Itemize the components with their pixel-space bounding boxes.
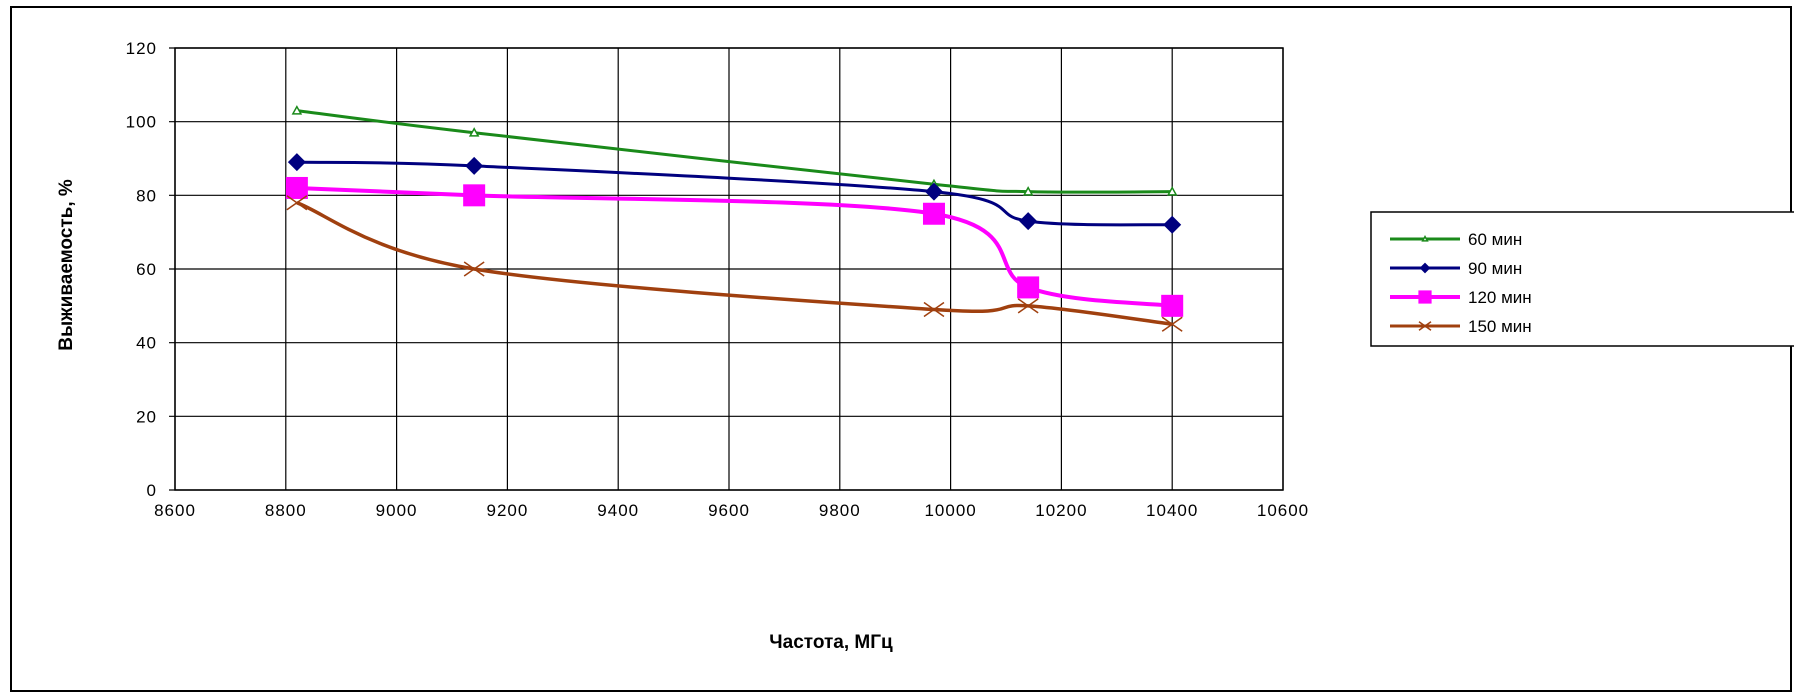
x-tick-label: 8600: [154, 501, 196, 520]
legend-item: 60 мин: [1390, 230, 1522, 249]
legend-item: 90 мин: [1390, 259, 1522, 278]
data-point: [463, 261, 485, 277]
legend-item: 150 мин: [1390, 317, 1532, 336]
chart-frame: [10, 6, 1792, 692]
data-point: [291, 105, 303, 115]
y-axis-title: Выживаемость, %: [56, 179, 77, 351]
x-tick-label: 9200: [486, 501, 528, 520]
data-point: [287, 153, 306, 172]
data-point: [463, 184, 486, 207]
y-tick-label: 120: [126, 39, 157, 58]
data-point: [1163, 215, 1182, 234]
x-tick-label: 9400: [597, 501, 639, 520]
data-point: [1161, 316, 1183, 332]
series-4: [286, 195, 1183, 332]
series-1: [291, 105, 1178, 196]
legend-label: 60 мин: [1468, 230, 1522, 249]
data-point: [1017, 298, 1039, 314]
data-point: [1019, 212, 1038, 231]
x-tick-label: 10000: [924, 501, 976, 520]
data-point: [465, 156, 484, 175]
legend: 60 мин 90 мин 120 мин 150 мин: [1370, 211, 1794, 347]
legend-marker: [1419, 262, 1431, 274]
series-line: [296, 185, 1173, 308]
x-tick-label: 9800: [819, 501, 861, 520]
legend-marker: [1421, 235, 1429, 242]
y-tick-label: 80: [136, 186, 157, 205]
grid: [169, 47, 1284, 491]
legend-label: 120 мин: [1468, 288, 1532, 307]
x-tick-label: 9000: [376, 501, 418, 520]
data-point: [1166, 186, 1178, 196]
legend-label: 90 мин: [1468, 259, 1522, 278]
data-point: [1017, 276, 1040, 299]
data-point: [924, 182, 943, 201]
legend-box: [1370, 211, 1794, 347]
x-tick-label: 10600: [1257, 501, 1309, 520]
x-tick-label: 8800: [265, 501, 307, 520]
data-point: [923, 301, 945, 318]
data-point: [286, 195, 308, 211]
series-line: [296, 160, 1173, 227]
y-tick-label: 40: [136, 334, 157, 353]
legend-item: 120 мин: [1390, 288, 1532, 307]
series-line: [296, 109, 1173, 194]
data-point: [922, 202, 945, 225]
y-tick-label: 60: [136, 260, 157, 279]
series-3: [285, 176, 1184, 317]
y-tick-label: 20: [136, 407, 157, 426]
data-point: [1161, 294, 1184, 317]
x-axis-title: Частота, МГц: [769, 632, 893, 653]
data-point: [1022, 186, 1034, 196]
x-tick-label: 10200: [1035, 501, 1087, 520]
x-tick-label: 9600: [708, 501, 750, 520]
series-layer: [285, 105, 1184, 332]
data-point: [285, 176, 308, 199]
series-2: [287, 153, 1182, 234]
data-point: [468, 127, 480, 137]
y-tick-label: 100: [126, 113, 157, 132]
legend-marker: [1418, 290, 1432, 304]
y-tick-label: 0: [147, 481, 157, 500]
series-line: [296, 201, 1173, 326]
x-tick-label: 10400: [1146, 501, 1198, 520]
legend-marker: [1418, 321, 1432, 331]
legend-label: 150 мин: [1468, 317, 1532, 336]
tick-labels: 8600 8800 9000 9200 9400 9600 9800 10000 10200 10…: [126, 39, 1309, 520]
